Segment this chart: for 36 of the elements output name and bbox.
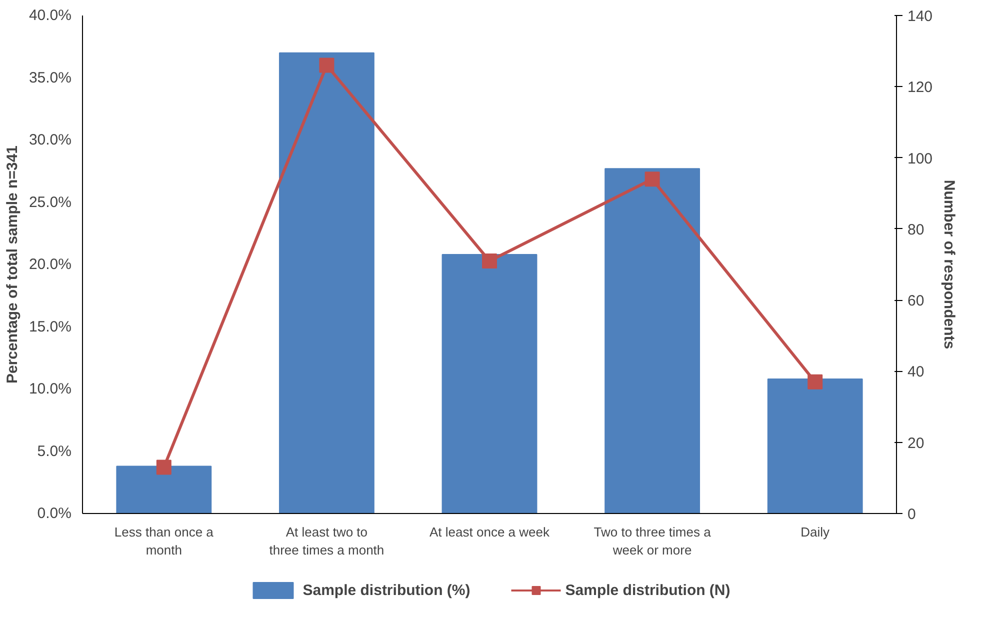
point xyxy=(808,374,823,390)
legend-label: Sample distribution (%) xyxy=(302,582,470,598)
y-tick-label: 40.0% xyxy=(28,7,72,24)
y-tick-label: 35.0% xyxy=(28,69,72,86)
x-tick-label: At least once a week xyxy=(430,524,550,540)
y2-tick-label: 60 xyxy=(908,292,924,310)
y2-tick-label: 20 xyxy=(908,434,924,452)
bar xyxy=(442,254,538,514)
x-tick-label: Less than once a month xyxy=(114,524,214,558)
y-tick-label: 5.0% xyxy=(37,442,72,460)
bar xyxy=(278,52,374,514)
y-axis-title: Percentage of total sample n=341 xyxy=(4,145,21,384)
point xyxy=(156,460,172,475)
point xyxy=(644,172,660,187)
bar xyxy=(767,378,863,514)
bar xyxy=(604,168,700,514)
y-tick-label: 10.0% xyxy=(28,380,72,398)
y2-tick-label: 40 xyxy=(908,364,924,381)
y-tick-label: 30.0% xyxy=(28,132,72,148)
legend-label: Sample distribution (N) xyxy=(565,582,730,598)
x-tick-label: At least two to three times a month xyxy=(269,524,384,558)
bar xyxy=(116,466,212,514)
y2-tick-label: 100 xyxy=(908,150,933,168)
point xyxy=(319,58,334,73)
x-tick-label: Two to three times a week or more xyxy=(594,524,712,558)
y2-tick-label: 140 xyxy=(908,8,933,25)
y2-tick-label: 120 xyxy=(908,79,933,96)
point xyxy=(482,253,497,268)
x-tick-label: Daily xyxy=(800,524,830,540)
y-tick-label: 20.0% xyxy=(28,256,72,273)
y-tick-label: 25.0% xyxy=(28,194,72,211)
y2-tick-label: 80 xyxy=(908,221,924,238)
y-tick-label: 0.0% xyxy=(37,505,72,522)
y2-tick-label: 0 xyxy=(908,506,916,523)
y2-axis-title: Number of respondents xyxy=(940,180,958,350)
y-tick-label: 15.0% xyxy=(28,318,72,336)
